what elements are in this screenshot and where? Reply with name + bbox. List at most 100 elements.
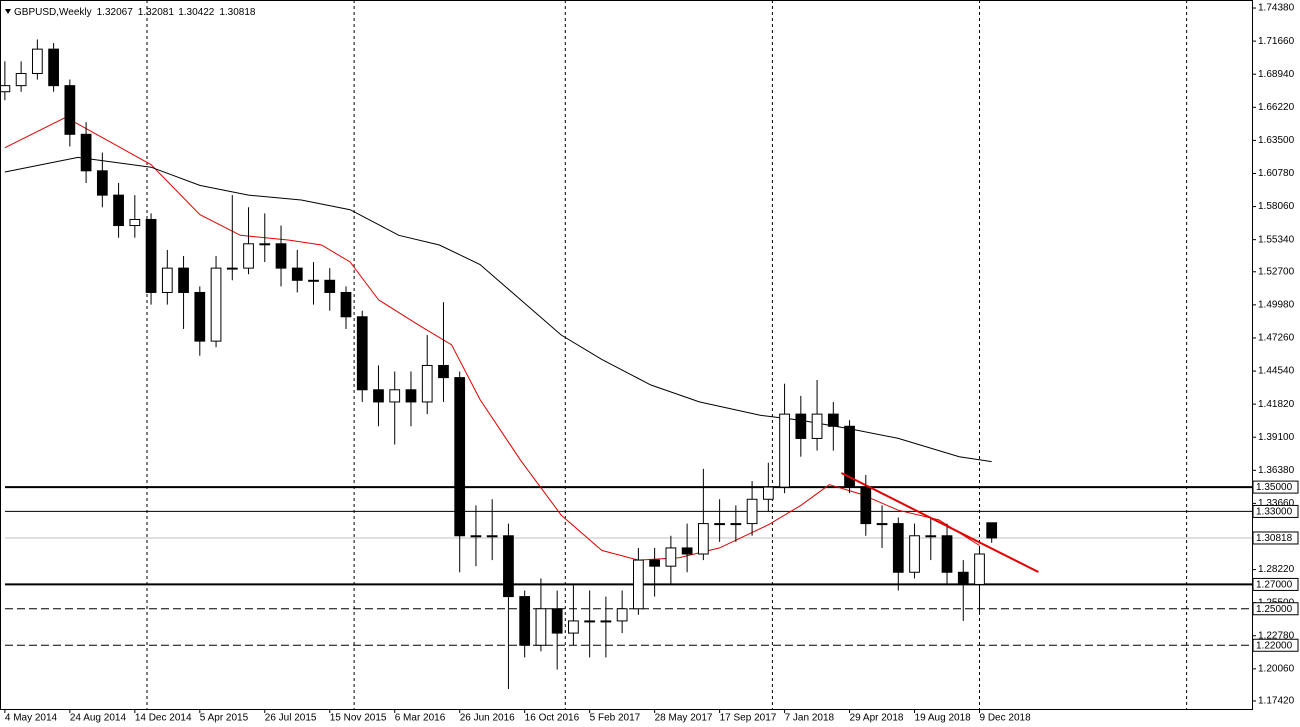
- x-tick-label: 17 Sep 2017: [720, 713, 777, 724]
- candle-body: [519, 596, 531, 646]
- candle-body: [986, 522, 998, 539]
- x-tick-label: 26 Jul 2015: [265, 713, 317, 724]
- x-tick-label: 5 Apr 2015: [200, 713, 249, 724]
- candle-body: [633, 559, 644, 610]
- candle-body: [892, 523, 904, 573]
- candle-body: [243, 243, 254, 269]
- axis-layer: 1.74380 1.71660 1.68940 1.66220 1.63500 1.607…: [4, 3, 1299, 724]
- y-tick-label: 1.47260: [1258, 333, 1295, 344]
- candle-body: [31, 48, 43, 74]
- chart-header: GBPUSD,Weekly 1.32067 1.32081 1.30422 1.3081…: [14, 7, 256, 18]
- y-tick-label: 1.44540: [1258, 366, 1295, 377]
- candle-body: [275, 243, 287, 269]
- trendline: [840, 472, 1039, 573]
- y-tick-label: 1.22780: [1258, 630, 1295, 641]
- x-tick-label: 24 Aug 2014: [70, 713, 127, 724]
- x-tick-label: 15 Nov 2015: [330, 713, 387, 724]
- candle-body: [860, 486, 872, 525]
- candle-body: [454, 377, 466, 537]
- x-tick-label: 28 May 2017: [655, 713, 713, 724]
- y-tick-label: 1.20060: [1258, 663, 1295, 674]
- candle-body: [941, 535, 953, 573]
- candle-body: [356, 316, 368, 391]
- candle-body: [795, 413, 807, 439]
- y-tick-label: 1.74380: [1258, 3, 1295, 14]
- candle-body: [470, 535, 482, 538]
- candle-body: [551, 608, 563, 634]
- candle-body: [714, 523, 725, 526]
- moving-average: [4, 116, 980, 561]
- candle-body: [697, 523, 709, 555]
- x-tick-label: 29 Apr 2018: [850, 713, 904, 724]
- y-tick-label: 1.66220: [1258, 102, 1295, 113]
- y-tick-label: 1.36380: [1258, 465, 1295, 476]
- candle-body: [96, 170, 108, 196]
- x-tick-label: 7 Jan 2018: [785, 713, 835, 724]
- candle-body: [291, 267, 303, 281]
- candle-body: [145, 218, 157, 293]
- candle-body: [421, 364, 433, 403]
- chart-title: GBPUSD,Weekly: [14, 7, 92, 18]
- candle-body: [178, 267, 189, 293]
- candle-body: [616, 608, 628, 622]
- candle-body: [389, 389, 401, 403]
- candle-body: [503, 535, 514, 598]
- x-tick-label: 19 Aug 2018: [915, 713, 972, 724]
- y-tick-label: 1.71660: [1258, 36, 1295, 47]
- candle-body: [568, 620, 579, 634]
- candle-body: [876, 523, 888, 526]
- header-high: 1.32081: [138, 7, 175, 18]
- header-open: 1.32067: [97, 7, 134, 18]
- y-tick-label: 1.68940: [1258, 69, 1295, 80]
- candle-body: [486, 535, 498, 538]
- x-tick-label: 26 Jun 2016: [460, 713, 515, 724]
- candle-body: [80, 133, 92, 172]
- candle-body: [373, 389, 384, 403]
- y-tick-label: 1.58060: [1258, 201, 1295, 212]
- y-tick-label: 1.33660: [1258, 498, 1295, 509]
- y-tick-label: 1.55340: [1258, 234, 1295, 245]
- candle-body: [584, 620, 596, 623]
- x-tick-label: 4 May 2014: [5, 713, 58, 724]
- candle-body: [324, 279, 336, 293]
- candle-body: [129, 218, 141, 227]
- candle-body: [665, 547, 677, 567]
- y-tick-label: 1.28220: [1258, 564, 1295, 575]
- candle-body: [308, 279, 319, 282]
- candle-body: [649, 559, 661, 567]
- candle-body: [925, 535, 937, 538]
- header-close: 1.30818: [219, 7, 256, 18]
- candle-body: [681, 547, 693, 555]
- candle-body: [259, 243, 271, 246]
- x-tick-label: 16 Oct 2016: [525, 713, 580, 724]
- candle-body: [535, 608, 547, 646]
- level-label: 1.30818: [1256, 533, 1293, 544]
- candle-body: [48, 48, 59, 87]
- x-tick-label: 6 Mar 2016: [395, 713, 446, 724]
- x-tick-label: 9 Dec 2018: [980, 713, 1032, 724]
- header-low: 1.30422: [178, 7, 215, 18]
- candle-body: [746, 498, 758, 525]
- plot-frame: [0, 0, 1253, 710]
- candle-body: [600, 620, 612, 623]
- level-label: 1.27000: [1256, 580, 1293, 591]
- candle-body: [762, 486, 774, 500]
- y-tick-label: 1.17420: [1258, 696, 1295, 707]
- candle-body: [161, 267, 173, 293]
- y-tick-label: 1.52700: [1258, 266, 1295, 277]
- candle-body: [844, 425, 855, 488]
- y-tick-label: 1.49980: [1258, 300, 1295, 311]
- level-label: 1.22000: [1256, 640, 1293, 651]
- level-label: 1.33000: [1256, 507, 1293, 518]
- candle-body: [827, 413, 839, 427]
- candle-body: [974, 553, 985, 585]
- plot-layer: [0, 39, 1252, 690]
- y-tick-label: 1.60780: [1258, 168, 1295, 179]
- level-label: 1.35000: [1256, 482, 1293, 493]
- candle-body: [957, 571, 969, 585]
- candle-body: [779, 413, 790, 488]
- candle-body: [340, 291, 352, 318]
- candle-body: [730, 523, 742, 526]
- symbol-menu-arrow[interactable]: [5, 9, 11, 14]
